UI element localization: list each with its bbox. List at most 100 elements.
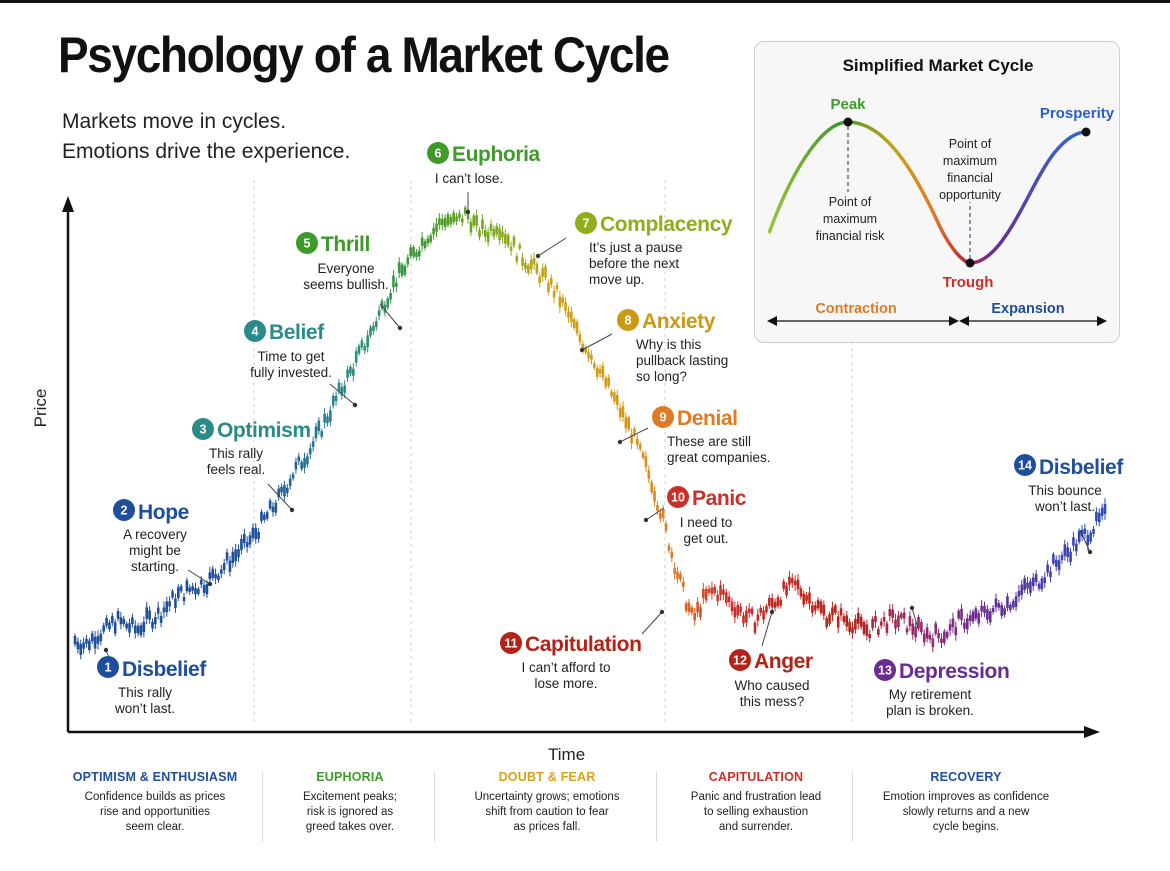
price-candle <box>116 611 120 619</box>
price-candle <box>102 625 105 632</box>
price-candle <box>481 219 484 229</box>
prosperity-dot <box>1081 127 1091 137</box>
price-candle <box>420 237 424 246</box>
stage-number: 12 <box>733 654 747 668</box>
price-candle <box>211 568 215 578</box>
stage-leader-line <box>537 237 567 257</box>
price-candle <box>759 607 763 613</box>
price-candle <box>934 623 938 634</box>
stage-quote-line: get out. <box>683 531 728 546</box>
price-candle <box>438 218 441 225</box>
price-candle <box>581 343 585 351</box>
price-candle <box>641 452 645 458</box>
stage-leader-line <box>1079 529 1091 553</box>
stage-leader-line <box>187 569 211 585</box>
price-candle <box>113 622 117 634</box>
contraction-label: Contraction <box>815 301 896 317</box>
price-candle <box>549 278 553 285</box>
price-candle <box>742 615 745 624</box>
price-candle <box>432 227 435 235</box>
price-candle <box>357 345 361 354</box>
stage-quote-line: I can’t lose. <box>435 171 503 186</box>
price-candle <box>397 262 401 273</box>
price-candle <box>587 352 590 359</box>
price-candle <box>76 641 80 650</box>
price-candle <box>753 622 757 633</box>
stage-quote-line: fully invested. <box>250 365 332 380</box>
price-candle <box>225 552 229 561</box>
stage-leader-line <box>329 383 356 406</box>
price-candle <box>610 391 613 397</box>
price-candle <box>466 211 470 220</box>
price-candle <box>429 235 433 242</box>
price-candle <box>690 607 694 613</box>
stage-marker-dot <box>103 647 109 653</box>
price-candle <box>902 612 906 619</box>
price-candle <box>702 588 705 598</box>
price-candle <box>994 598 998 608</box>
peak-label: Peak <box>830 96 866 113</box>
price-candle <box>1017 590 1021 597</box>
stage-quote-line: feels real. <box>207 462 266 477</box>
price-candle <box>624 417 628 429</box>
price-candle <box>271 506 275 513</box>
price-candle <box>1092 528 1095 534</box>
price-candle <box>696 601 699 613</box>
stage-leader-line <box>641 611 663 635</box>
price-candle <box>303 458 306 468</box>
stage-quote-line: this mess? <box>740 694 805 709</box>
phase-desc-line: slowly returns and a new <box>902 806 1030 818</box>
stage-number-badge <box>97 656 119 678</box>
stage-quote-line: I need to <box>680 515 733 530</box>
price-candle <box>1031 577 1035 587</box>
stage-6-annotation: 6 Euphoria I can’t lose. <box>427 142 541 215</box>
stage-title: Anger <box>754 650 813 673</box>
price-candle <box>739 606 742 613</box>
price-candle <box>515 256 519 262</box>
price-candle <box>234 549 237 562</box>
price-candle <box>406 257 410 265</box>
stage-number-badge <box>874 659 896 681</box>
price-candle <box>765 605 768 613</box>
stage-number: 7 <box>583 217 590 231</box>
price-candle <box>1049 571 1052 578</box>
price-candle <box>613 392 616 402</box>
price-candle <box>552 290 556 298</box>
price-candle <box>369 327 372 336</box>
price-candle <box>286 487 289 494</box>
stage-title: Denial <box>677 407 738 430</box>
price-candle <box>747 608 751 613</box>
stage-leader-line <box>761 611 773 647</box>
stage-quote-line: before the next <box>589 256 679 271</box>
price-candle <box>561 297 565 304</box>
price-candle <box>834 605 837 613</box>
price-candle <box>928 634 932 640</box>
price-candle <box>435 223 438 232</box>
price-candle <box>670 551 674 558</box>
price-candle <box>980 605 983 612</box>
stage-title: Euphoria <box>452 143 541 166</box>
price-candle <box>489 224 493 231</box>
price-candle <box>458 213 461 218</box>
phase-name: EUPHORIA <box>316 770 384 784</box>
price-candle <box>940 638 943 643</box>
price-candle <box>449 216 453 225</box>
price-candle <box>762 610 765 620</box>
price-candle <box>882 617 886 622</box>
price-candle <box>968 615 972 622</box>
price-candle <box>300 462 303 470</box>
price-candle <box>179 585 183 592</box>
price-candle <box>363 346 367 351</box>
price-candle <box>931 638 935 648</box>
price-candle <box>352 368 355 376</box>
stage-title: Anxiety <box>642 310 716 333</box>
price-candle <box>79 643 83 655</box>
price-candle <box>653 490 656 502</box>
stage-marker-dot <box>352 402 358 408</box>
price-candle <box>770 597 774 608</box>
price-candle <box>409 247 412 257</box>
